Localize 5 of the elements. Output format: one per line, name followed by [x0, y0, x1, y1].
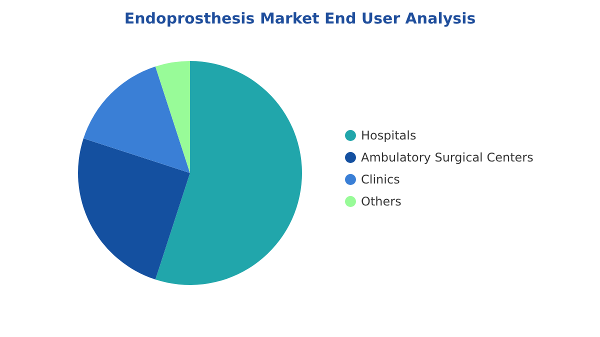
legend-label: Ambulatory Surgical Centers	[361, 150, 534, 164]
legend-label: Hospitals	[361, 128, 416, 142]
legend-label: Clinics	[361, 172, 400, 186]
legend-label: Others	[361, 194, 402, 208]
chart-title: Endoprosthesis Market End User Analysis	[124, 10, 476, 28]
